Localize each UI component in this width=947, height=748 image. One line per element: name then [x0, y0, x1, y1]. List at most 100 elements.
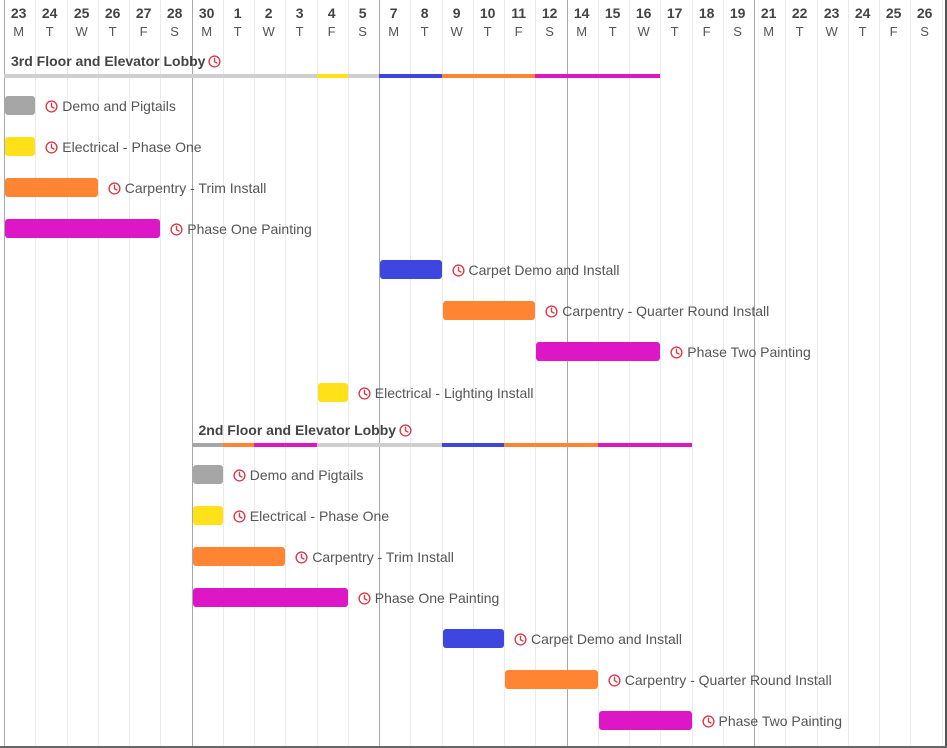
day-number: 28: [166, 5, 183, 21]
day-weekday: M: [13, 24, 25, 39]
task-bar[interactable]: [192, 506, 223, 525]
task-name: Carpentry - Trim Install: [124, 180, 267, 196]
task-label[interactable]: Carpentry - Quarter Round Install: [608, 671, 832, 689]
task-name: Electrical - Lighting Install: [374, 385, 534, 401]
clock-icon: [514, 633, 527, 646]
clock-icon: [45, 100, 58, 113]
task-bar[interactable]: [5, 137, 36, 156]
day-number: 12: [541, 5, 558, 21]
day-header: 24 T: [34, 0, 65, 46]
day-weekday: W: [450, 24, 463, 39]
day-header: 30 M: [191, 0, 222, 46]
task-label[interactable]: Carpentry - Trim Install: [295, 548, 454, 566]
day-header: 17 T: [659, 0, 690, 46]
day-number: 21: [760, 5, 777, 21]
summary-segment: [316, 74, 348, 78]
day-divider: [848, 0, 849, 748]
task-label[interactable]: Demo and Pigtails: [233, 466, 363, 484]
day-header: 12 S: [534, 0, 565, 46]
task-name: Carpet Demo and Install: [531, 631, 682, 647]
task-bar[interactable]: [505, 670, 598, 689]
task-bar[interactable]: [5, 96, 36, 115]
day-number: 3: [295, 5, 304, 21]
day-divider: [473, 0, 474, 748]
task-bar[interactable]: [380, 260, 442, 279]
task-name: Electrical - Phase One: [249, 508, 390, 524]
task-bar[interactable]: [192, 465, 223, 484]
clock-icon: [608, 674, 621, 687]
day-divider: [348, 0, 349, 748]
task-label[interactable]: Phase Two Painting: [670, 343, 811, 361]
task-name: Phase One Painting: [374, 590, 500, 606]
task-bar[interactable]: [536, 342, 661, 361]
task-bar[interactable]: [192, 588, 348, 607]
day-weekday: M: [388, 24, 400, 39]
task-label[interactable]: Phase Two Painting: [701, 712, 842, 730]
day-number: 23: [10, 5, 27, 21]
task-label[interactable]: Phase One Painting: [170, 220, 312, 238]
task-label[interactable]: Carpet Demo and Install: [514, 630, 682, 648]
day-header: 21 M: [753, 0, 784, 46]
task-label[interactable]: Demo and Pigtails: [45, 97, 176, 115]
day-weekday: W: [262, 24, 275, 39]
day-weekday: S: [170, 24, 179, 39]
day-header: 22 T: [784, 0, 815, 46]
day-divider: [98, 0, 99, 748]
day-header: 23 M: [3, 0, 34, 46]
day-number: 26: [104, 5, 121, 21]
group-title[interactable]: 2nd Floor and Elevator Lobby: [199, 421, 417, 439]
task-bar[interactable]: [317, 383, 348, 402]
task-bar[interactable]: [442, 301, 536, 320]
day-number: 15: [604, 5, 621, 21]
week-divider: [4, 0, 5, 748]
day-weekday: F: [139, 24, 148, 39]
group-title[interactable]: 3rd Floor and Elevator Lobby: [11, 52, 225, 70]
day-header: 14 M: [566, 0, 597, 46]
task-bar[interactable]: [192, 547, 286, 566]
task-bar[interactable]: [5, 219, 161, 238]
day-number: 1: [233, 5, 242, 21]
day-divider: [254, 0, 255, 748]
day-number: 14: [573, 5, 590, 21]
day-number: 27: [135, 5, 152, 21]
summary-segment: [597, 443, 692, 447]
task-bar[interactable]: [598, 711, 692, 730]
day-weekday: F: [702, 24, 711, 39]
task-bar[interactable]: [442, 629, 504, 648]
day-weekday: S: [358, 24, 367, 39]
day-header: 19 S: [722, 0, 753, 46]
day-number: 24: [41, 5, 58, 21]
day-divider: [629, 0, 630, 748]
clock-icon: [358, 592, 371, 605]
task-name: Phase Two Painting: [687, 344, 811, 360]
day-divider: [442, 0, 443, 748]
clock-icon: [358, 387, 371, 400]
task-name: Carpet Demo and Install: [468, 262, 620, 278]
task-label[interactable]: Carpentry - Quarter Round Install: [545, 302, 769, 320]
task-name: Electrical - Phase One: [62, 139, 202, 155]
task-bar[interactable]: [5, 178, 98, 197]
day-header: 11 F: [503, 0, 534, 46]
day-header: 26 T: [97, 0, 128, 46]
clock-icon: [701, 715, 715, 728]
clock-icon: [108, 182, 121, 195]
day-divider: [160, 0, 161, 748]
task-label[interactable]: Electrical - Phase One: [233, 507, 389, 525]
task-label[interactable]: Electrical - Lighting Install: [358, 384, 534, 402]
day-number: 30: [198, 5, 215, 21]
day-divider: [504, 0, 505, 748]
summary-segment: [441, 74, 536, 78]
task-label[interactable]: Phase One Painting: [358, 589, 500, 607]
task-label[interactable]: Carpet Demo and Install: [451, 261, 620, 279]
day-divider: [410, 0, 411, 748]
day-number: 11: [511, 5, 527, 21]
task-label[interactable]: Electrical - Phase One: [45, 138, 202, 156]
day-divider: [942, 0, 943, 748]
task-label[interactable]: Carpentry - Trim Install: [108, 179, 267, 197]
day-weekday: W: [825, 24, 838, 39]
clock-icon: [233, 510, 246, 523]
clock-icon: [545, 305, 558, 318]
day-divider: [67, 0, 68, 748]
